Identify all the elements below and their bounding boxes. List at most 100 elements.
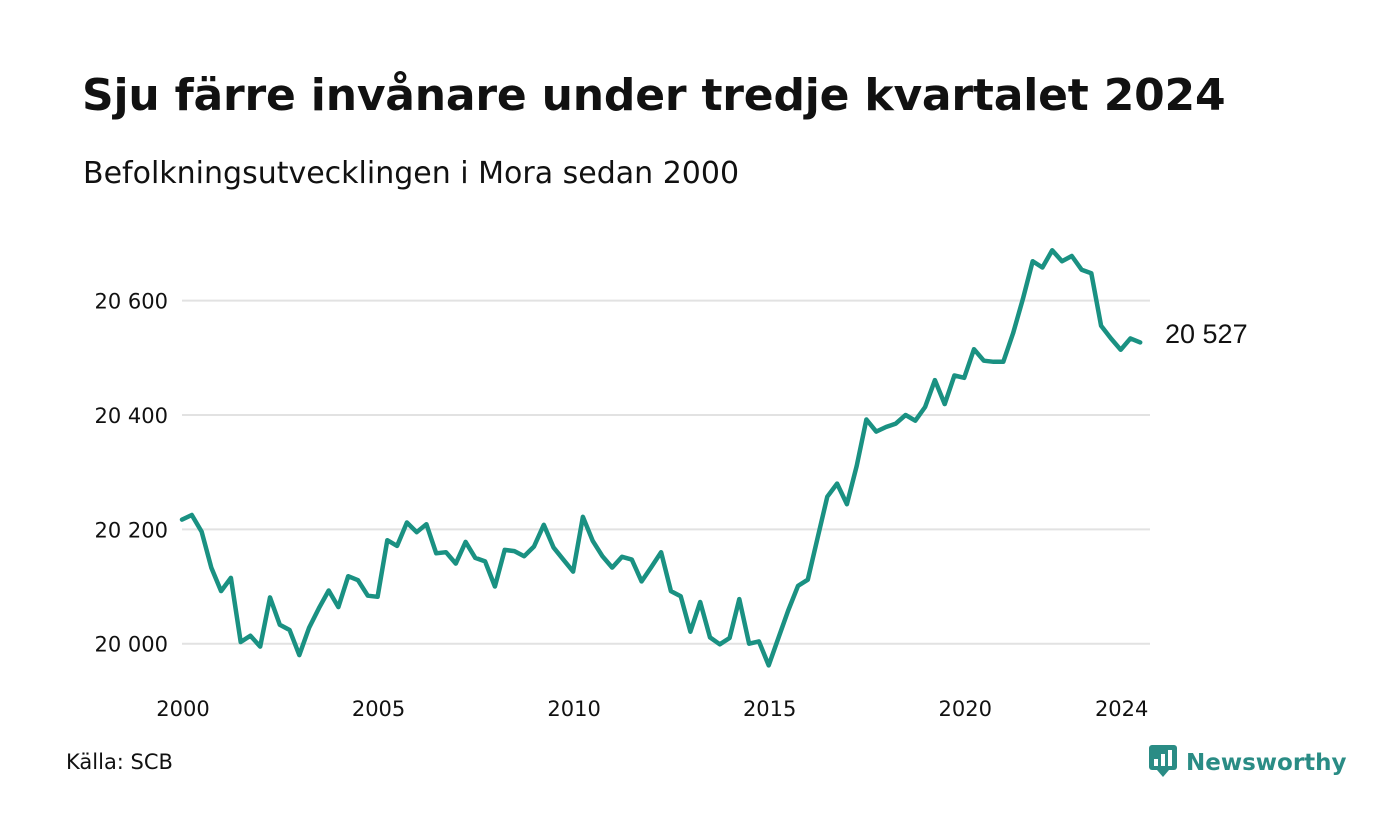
data-point bbox=[1040, 266, 1044, 270]
data-point bbox=[366, 594, 370, 598]
data-point bbox=[972, 347, 976, 351]
x-axis-ticks: 2000 2005 2010 2015 2020 2024 bbox=[156, 697, 1148, 721]
data-point bbox=[1001, 360, 1005, 364]
data-point bbox=[1080, 268, 1084, 272]
data-point bbox=[219, 589, 223, 593]
data-point bbox=[708, 635, 712, 639]
data-point bbox=[747, 642, 751, 646]
data-point bbox=[1099, 324, 1103, 328]
data-point bbox=[591, 539, 595, 543]
data-point bbox=[992, 360, 996, 364]
end-value-label: 20 527 bbox=[1165, 319, 1248, 349]
data-point bbox=[894, 422, 898, 426]
x-tick-label: 2000 bbox=[156, 697, 209, 721]
data-point bbox=[1089, 271, 1093, 275]
data-point bbox=[571, 570, 575, 574]
x-tick-label: 2024 bbox=[1095, 697, 1148, 721]
y-tick-label: 20 200 bbox=[95, 518, 168, 542]
data-point bbox=[317, 606, 321, 610]
data-point bbox=[376, 595, 380, 599]
data-point bbox=[454, 562, 458, 566]
data-point bbox=[405, 521, 409, 525]
data-point bbox=[209, 566, 213, 570]
data-point bbox=[688, 630, 692, 634]
data-point bbox=[649, 565, 653, 569]
data-point bbox=[493, 585, 497, 589]
chart-title: Sju färre invånare under tredje kvartale… bbox=[82, 70, 1226, 121]
data-point bbox=[620, 555, 624, 559]
data-point bbox=[473, 556, 477, 560]
data-point bbox=[248, 634, 252, 638]
data-point bbox=[1119, 348, 1123, 352]
data-point bbox=[786, 609, 790, 613]
y-axis-ticks: 20 000 20 200 20 400 20 600 bbox=[95, 290, 168, 657]
data-point bbox=[336, 605, 340, 609]
data-point bbox=[483, 559, 487, 563]
data-point bbox=[307, 626, 311, 630]
y-tick-label: 20 600 bbox=[95, 290, 168, 314]
data-point bbox=[561, 558, 565, 562]
chart-subtitle: Befolkningsutvecklingen i Mora sedan 200… bbox=[83, 156, 740, 191]
data-points bbox=[180, 248, 1142, 667]
data-point bbox=[1128, 336, 1132, 340]
data-point bbox=[1050, 248, 1054, 252]
data-point bbox=[737, 597, 741, 601]
data-point bbox=[346, 574, 350, 578]
source-note: Källa: SCB bbox=[66, 750, 173, 774]
data-point bbox=[180, 518, 184, 522]
data-point bbox=[395, 544, 399, 548]
data-point bbox=[845, 502, 849, 506]
data-point bbox=[1011, 331, 1015, 335]
y-tick-label: 20 400 bbox=[95, 404, 168, 428]
data-point bbox=[444, 550, 448, 554]
data-point bbox=[796, 584, 800, 588]
data-point bbox=[268, 595, 272, 599]
series-line bbox=[179, 248, 1143, 668]
brand-name: Newsworthy bbox=[1186, 750, 1347, 776]
data-point bbox=[552, 546, 556, 550]
newsworthy-logo-icon bbox=[1148, 744, 1178, 782]
data-point bbox=[385, 538, 389, 542]
data-point bbox=[1021, 297, 1025, 301]
data-point bbox=[835, 482, 839, 486]
data-point bbox=[610, 566, 614, 570]
data-point bbox=[503, 548, 507, 552]
data-point bbox=[679, 594, 683, 598]
gridlines bbox=[182, 299, 1150, 645]
data-point bbox=[728, 636, 732, 640]
data-point bbox=[424, 522, 428, 526]
data-point bbox=[767, 663, 771, 667]
data-point bbox=[904, 413, 908, 417]
data-point bbox=[669, 589, 673, 593]
data-point bbox=[874, 430, 878, 434]
data-point bbox=[1031, 259, 1035, 263]
data-point bbox=[718, 642, 722, 646]
data-point bbox=[200, 530, 204, 534]
x-tick-label: 2005 bbox=[352, 697, 405, 721]
data-point bbox=[982, 359, 986, 363]
x-tick-label: 2010 bbox=[547, 697, 600, 721]
data-point bbox=[776, 636, 780, 640]
data-point bbox=[542, 523, 546, 527]
data-point bbox=[816, 536, 820, 540]
data-point bbox=[1138, 340, 1142, 344]
data-point bbox=[327, 589, 331, 593]
data-point bbox=[825, 495, 829, 499]
data-point bbox=[1060, 259, 1064, 263]
data-point bbox=[640, 579, 644, 583]
data-point bbox=[415, 530, 419, 534]
data-point bbox=[522, 554, 526, 558]
data-point bbox=[1070, 254, 1074, 258]
y-tick-label: 20 000 bbox=[95, 633, 168, 657]
data-point bbox=[532, 545, 536, 549]
data-point bbox=[229, 576, 233, 580]
brand-logo[interactable]: Newsworthy bbox=[1148, 744, 1347, 782]
data-point bbox=[190, 513, 194, 517]
data-point bbox=[434, 551, 438, 555]
data-point bbox=[943, 402, 947, 406]
data-point bbox=[297, 653, 301, 657]
data-point bbox=[806, 578, 810, 582]
data-point bbox=[239, 640, 243, 644]
data-point bbox=[698, 600, 702, 604]
